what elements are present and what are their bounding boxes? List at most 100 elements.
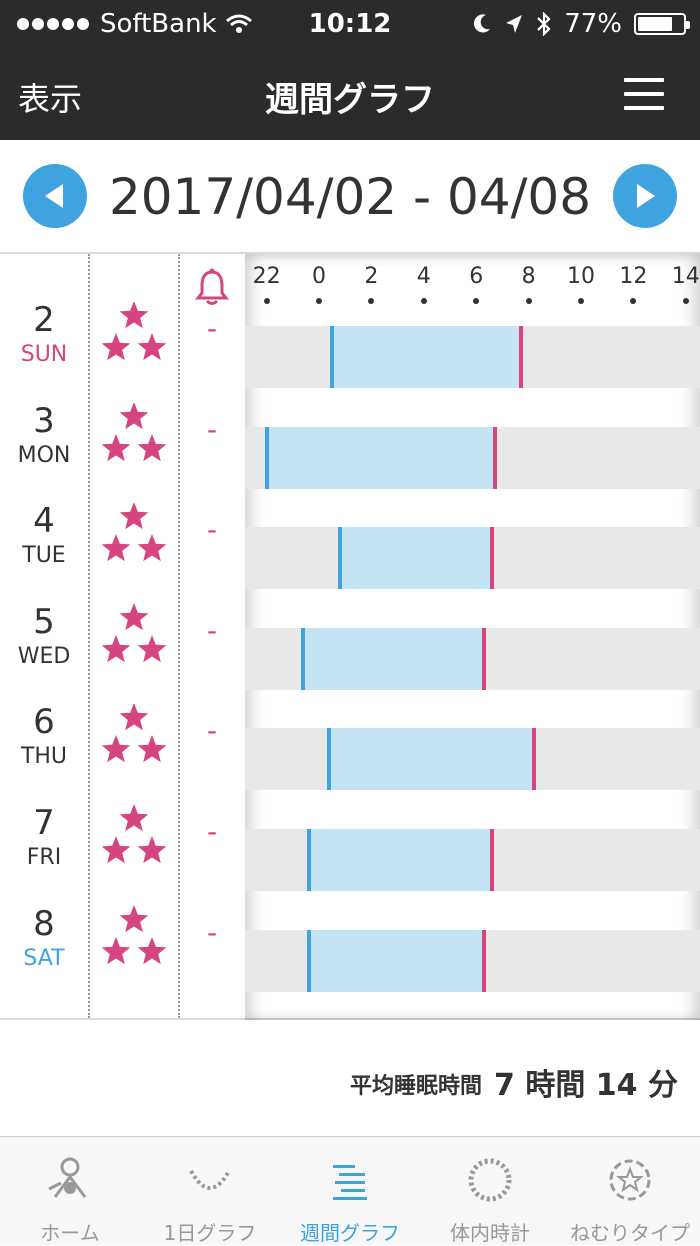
tab-label: ねむりタイプ — [570, 1221, 690, 1245]
star-rating — [90, 904, 178, 976]
sleep-bar[interactable] — [329, 728, 534, 791]
axis-tick-dot — [420, 298, 427, 304]
sleep-bar[interactable] — [266, 426, 495, 489]
prev-week-button[interactable] — [23, 164, 87, 228]
status-icons: 77% — [472, 9, 690, 39]
wake-marker — [489, 829, 494, 891]
axis-tick-label: 12 — [619, 264, 648, 289]
summary: 平均睡眠時間 7 時間 14 分 — [0, 1020, 700, 1136]
wake-marker — [489, 527, 494, 590]
daily-graph-icon — [189, 1170, 231, 1190]
star-rating — [90, 804, 178, 875]
sleep-bar[interactable] — [308, 929, 485, 992]
day-number: 3 — [33, 400, 55, 441]
tab-body-clock[interactable]: 体内時計 — [420, 1137, 560, 1246]
date-range: 2017/04/02 - 04/08 — [108, 168, 592, 226]
day-number: 4 — [33, 501, 55, 542]
triangle-right-icon — [637, 184, 655, 208]
tab-label: 週間グラフ — [300, 1221, 400, 1245]
alarm-value: - — [206, 915, 218, 949]
signal-icon — [17, 18, 89, 30]
axis-tick-dot — [630, 298, 637, 304]
axis-tick-dot — [682, 298, 689, 304]
sleep-start-marker — [264, 426, 269, 489]
wake-marker — [531, 728, 536, 791]
day-name: SUN — [20, 342, 68, 367]
status-bar: SoftBank 10:12 77% — [0, 0, 700, 50]
carrier-name: SoftBank — [100, 9, 217, 39]
tab-weekly-graph[interactable]: 週間グラフ — [280, 1137, 420, 1246]
page-title: 週間グラフ — [265, 80, 435, 120]
sleep-bar[interactable] — [332, 326, 521, 388]
day-name: WED — [17, 643, 71, 669]
alarm-value: - — [206, 312, 218, 345]
day-row: 8 SAT - — [0, 904, 245, 1004]
tab-label: ホーム — [40, 1221, 100, 1245]
day-row: 4 TUE - — [0, 501, 245, 601]
alarm-bell-icon — [194, 268, 230, 305]
axis-tick-dot — [263, 298, 270, 304]
day-number: 7 — [33, 803, 55, 843]
sleep-bar[interactable] — [308, 829, 492, 891]
tab-bar: ホーム 1日グラフ 週間グラフ 体内時計 ねむりタイプ — [0, 1136, 700, 1245]
day-row: 6 THU - — [0, 702, 245, 802]
tab-label: 体内時計 — [450, 1221, 530, 1245]
tab-home[interactable]: ホーム — [0, 1137, 140, 1246]
alarm-value: - — [206, 412, 218, 446]
sleep-start-marker — [330, 326, 335, 388]
axis-tick-label: 2 — [364, 264, 379, 289]
sleep-start-marker — [327, 728, 332, 791]
tab-daily-graph[interactable]: 1日グラフ — [140, 1137, 280, 1246]
sleep-bar[interactable] — [339, 527, 492, 590]
sleep-bar[interactable] — [303, 627, 485, 690]
star-rating — [90, 401, 178, 473]
wake-marker — [482, 627, 487, 690]
tab-sleep-type[interactable]: ねむりタイプ — [560, 1137, 700, 1246]
axis-tick-dot — [525, 298, 532, 304]
next-week-button[interactable] — [613, 164, 677, 228]
axis-tick-label: 22 — [252, 264, 281, 289]
day-name: SAT — [23, 945, 65, 971]
nav-bar: 表示 週間グラフ — [0, 50, 700, 140]
day-name: TUE — [22, 543, 66, 569]
alarm-value: - — [206, 714, 218, 748]
wake-marker — [518, 326, 523, 388]
clock: 10:12 — [308, 9, 392, 39]
day-row: 7 FRI - — [0, 803, 245, 903]
axis-tick-dot — [316, 298, 322, 304]
axis-tick-label: 8 — [521, 264, 536, 289]
triangle-left-icon — [45, 184, 63, 208]
display-button[interactable]: 表示 — [18, 80, 83, 118]
day-number: 5 — [33, 601, 55, 642]
home-person-icon — [48, 1157, 87, 1198]
star-rating — [90, 602, 178, 674]
wake-marker — [482, 929, 487, 992]
star-rating — [90, 301, 178, 372]
hamburger-menu-icon[interactable] — [624, 78, 664, 110]
wake-marker — [492, 426, 497, 489]
axis-tick-label: 6 — [469, 264, 484, 289]
day-row: 5 WED - — [0, 602, 245, 702]
sleep-start-marker — [306, 929, 311, 992]
body-clock-icon — [468, 1158, 512, 1202]
day-row: 3 MON - — [0, 401, 245, 501]
axis-tick-dot — [473, 298, 480, 304]
battery-icon — [634, 13, 690, 35]
day-name: MON — [17, 442, 71, 468]
day-row: 2 SUN - — [0, 300, 245, 400]
weekly-graph-icon — [333, 1165, 367, 1200]
star-rating — [90, 502, 178, 573]
alarm-value: - — [206, 815, 218, 848]
axis-tick-dot — [578, 298, 584, 304]
average-sleep-value: 7 時間 14 分 — [494, 1068, 678, 1103]
date-selector: 2017/04/02 - 04/08 — [0, 140, 700, 252]
wifi-icon — [225, 14, 252, 33]
day-number: 8 — [33, 903, 55, 944]
column-divider — [178, 254, 180, 1018]
day-name: FRI — [26, 845, 62, 870]
column-divider — [88, 254, 90, 1018]
day-number: 2 — [33, 300, 55, 340]
weekly-table: 2 SUN -3 MON -4 TUE -5 WED -6 THU -7 FRI -8 SAT - 22 0 2… — [0, 252, 700, 1020]
star-rating — [90, 703, 178, 774]
sleep-start-marker — [337, 527, 342, 590]
